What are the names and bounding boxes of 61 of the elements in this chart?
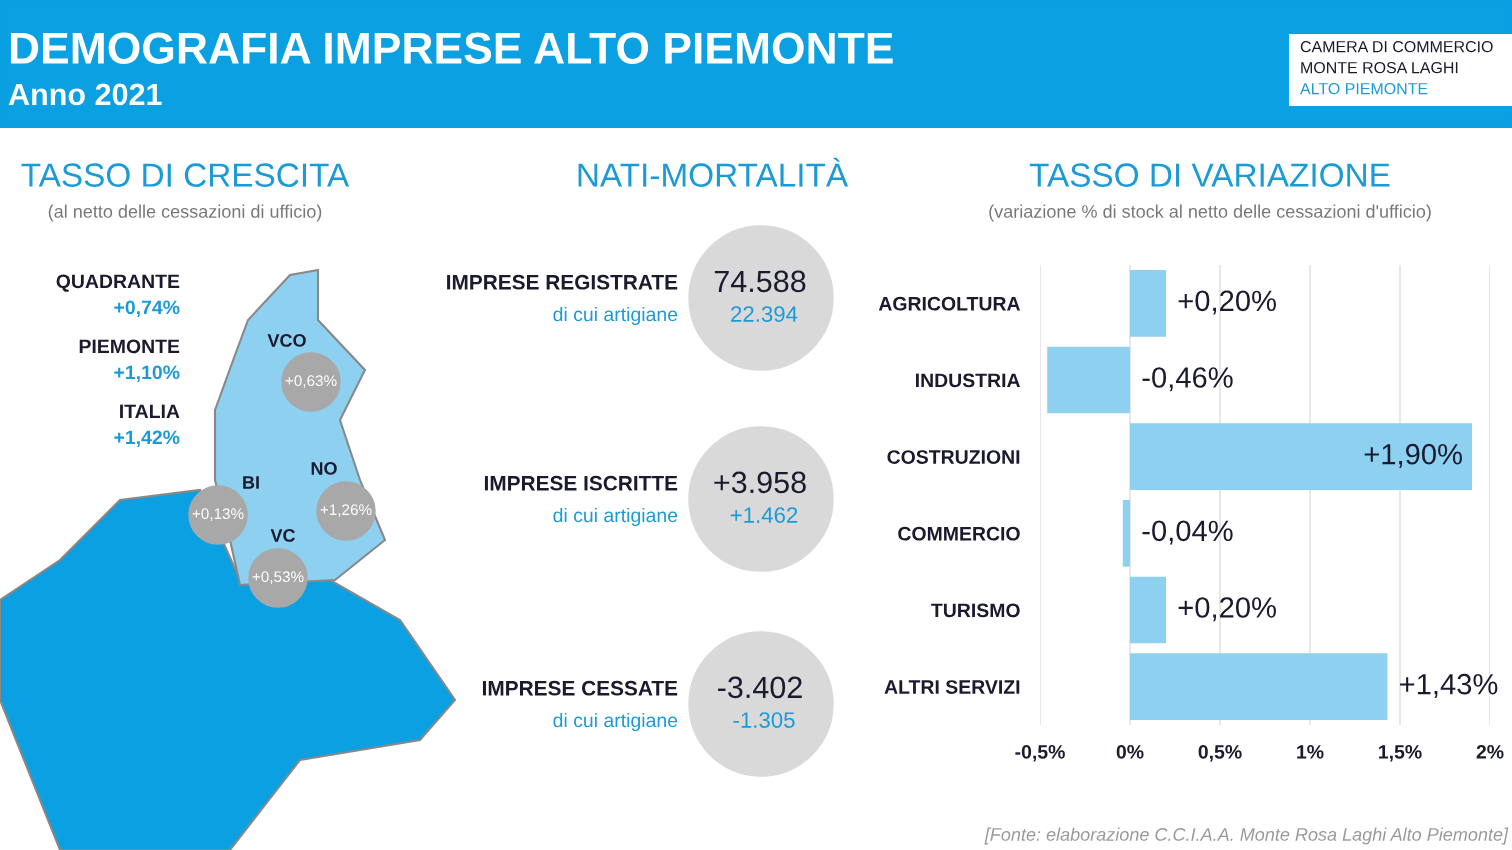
x-tick-label: 1%	[1297, 745, 1324, 759]
data-label: -0,46%	[1142, 367, 1233, 392]
text: ALTO PIEMONTE	[1300, 82, 1428, 95]
text: +0,63%	[285, 375, 337, 388]
y-tick-label: INDUSTRIA	[915, 373, 1021, 388]
bar	[1122, 499, 1130, 567]
text: (al netto delle cessazioni di ufficio)	[48, 204, 322, 222]
text: BI	[243, 476, 259, 489]
data-label: -0,04%	[1142, 520, 1233, 545]
text: PIEMONTE	[79, 339, 180, 354]
y-tick-label: TURISMO	[931, 603, 1020, 618]
data-label: +0,20%	[1178, 597, 1276, 622]
y-tick-label: COMMERCIO	[898, 526, 1020, 541]
text: di cui artigiane	[553, 712, 678, 732]
text: di cui artigiane	[553, 306, 678, 326]
text: TASSO DI CRESCITA	[21, 163, 350, 187]
x-tick-label: 1,5%	[1379, 745, 1422, 762]
bar	[1130, 423, 1472, 491]
y-tick-label: COSTRUZIONI	[887, 450, 1020, 464]
text: IMPRESE ISCRITTE	[484, 475, 678, 491]
bar	[1047, 346, 1130, 414]
text: 74.588	[714, 270, 806, 293]
chart-subtitle: (variazione % di stock al netto delle cessazioni d'ufficio)	[989, 204, 1431, 222]
text: QUADRANTE	[56, 274, 180, 292]
text: +0,53%	[252, 571, 304, 584]
x-tick-label: 2%	[1476, 744, 1504, 759]
text: +3.958	[714, 471, 806, 494]
text: di cui artigiane	[553, 507, 678, 527]
text: IMPRESE CESSATE	[482, 680, 678, 696]
y-tick-label: ALTRI SERVIZI	[884, 680, 1020, 694]
text: -3.402	[718, 676, 802, 699]
data-label: +1,90%	[1364, 443, 1462, 468]
text: +0,74%	[114, 300, 180, 318]
bar	[1130, 653, 1388, 721]
text: +1.462	[730, 507, 798, 523]
text: NATI-MORTALITÀ	[578, 157, 849, 187]
text: +1,10%	[114, 365, 180, 383]
text: DEMOGRAFIA IMPRESE ALTO PIEMONTE	[10, 32, 893, 64]
text: IMPRESE REGISTRATE	[447, 274, 678, 290]
bar	[1130, 576, 1166, 644]
text: 22.394	[731, 306, 798, 322]
text: -1.305	[733, 712, 795, 728]
y-tick-label: AGRICOLTURA	[878, 296, 1021, 311]
data-label: +1,43%	[1400, 673, 1498, 698]
text: NO	[311, 462, 337, 475]
text: [Fonte: elaborazione C.C.I.A.A. Monte Rosa Laghi Alto Piemonte]	[984, 827, 1509, 845]
chart-title: TASSO DI VARIAZIONE	[1029, 163, 1390, 187]
x-tick-label: -0,5%	[1015, 744, 1065, 762]
text: VCO	[267, 334, 306, 347]
data-label: +0,20%	[1178, 290, 1276, 315]
text: CAMERA DI COMMERCIO	[1300, 40, 1493, 53]
text: ITALIA	[120, 404, 180, 419]
text: VC	[270, 529, 296, 542]
x-tick-label: 0,5%	[1198, 744, 1242, 762]
text: +0,13%	[192, 508, 244, 521]
text: Anno 2021	[8, 83, 162, 106]
x-tick-label: 0%	[1116, 744, 1144, 759]
text: MONTE ROSA LAGHI	[1301, 61, 1458, 74]
text: +1,42%	[114, 430, 180, 448]
bar	[1130, 269, 1166, 337]
text: +1,26%	[320, 504, 372, 517]
